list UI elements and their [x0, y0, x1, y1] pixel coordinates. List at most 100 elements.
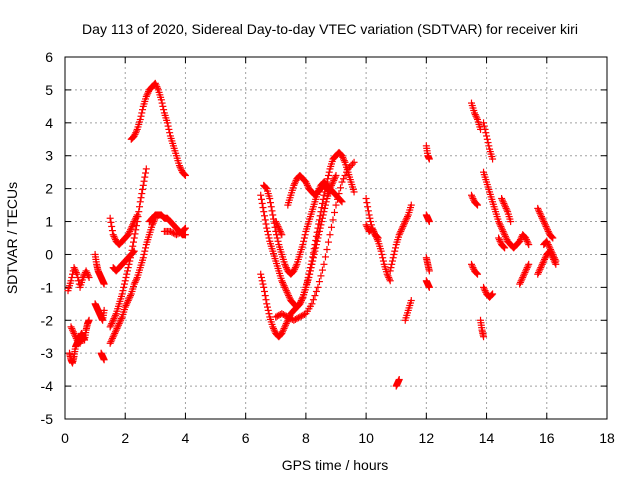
- data-point: [273, 221, 281, 229]
- data-point: [113, 325, 121, 332]
- series-arc-ag: [468, 260, 482, 278]
- data-point: [261, 216, 269, 224]
- data-point: [275, 311, 283, 319]
- series-arc-e: [91, 300, 108, 324]
- data-point: [281, 260, 289, 268]
- data-point: [483, 135, 491, 143]
- data-point: [270, 325, 278, 332]
- data-point: [498, 196, 506, 204]
- data-point: [72, 333, 80, 341]
- data-point: [160, 106, 168, 114]
- series-arc-r: [284, 171, 334, 209]
- series-arc-ac: [468, 99, 485, 133]
- data-point: [328, 180, 336, 188]
- data-point: [279, 326, 287, 334]
- data-point: [541, 221, 549, 229]
- data-point: [309, 257, 317, 265]
- data-point: [338, 152, 346, 160]
- data-point: [425, 155, 433, 163]
- data-point: [115, 320, 123, 328]
- data-point: [275, 224, 283, 232]
- data-point: [498, 224, 506, 232]
- data-point: [324, 171, 332, 179]
- data-point: [126, 226, 134, 234]
- data-point: [257, 195, 265, 203]
- y-tick-label: 3: [45, 148, 53, 164]
- data-point: [117, 315, 125, 323]
- data-point: [68, 325, 76, 332]
- data-point: [483, 132, 491, 140]
- data-point: [139, 254, 147, 262]
- data-point: [272, 313, 280, 321]
- data-point: [534, 204, 542, 212]
- data-point: [321, 201, 329, 209]
- data-point: [499, 227, 507, 235]
- data-point: [314, 283, 322, 291]
- data-point: [495, 236, 503, 244]
- data-point: [129, 242, 137, 250]
- data-point: [312, 244, 320, 252]
- data-point: [338, 198, 346, 206]
- data-point: [516, 237, 524, 245]
- data-point: [309, 254, 317, 262]
- data-point: [534, 270, 542, 278]
- data-point: [362, 195, 370, 203]
- series-arc-d: [91, 250, 108, 288]
- data-point: [544, 226, 552, 234]
- data-point: [269, 323, 277, 331]
- data-point: [487, 292, 495, 300]
- y-tick-label: 4: [45, 115, 53, 131]
- data-point: [84, 270, 92, 278]
- data-point: [278, 329, 286, 337]
- data-point: [110, 315, 118, 323]
- series-arc-a: [64, 264, 93, 295]
- data-point: [402, 216, 410, 224]
- data-point: [337, 196, 345, 204]
- data-point: [70, 264, 78, 272]
- data-point: [540, 218, 548, 226]
- data-point: [144, 89, 152, 97]
- data-point: [71, 331, 79, 339]
- data-point: [131, 130, 139, 138]
- x-tick-label: 6: [242, 430, 250, 446]
- data-point: [110, 232, 118, 240]
- data-point: [71, 265, 79, 273]
- data-point: [130, 234, 138, 242]
- series-arc-x: [392, 376, 403, 390]
- data-point: [388, 260, 396, 268]
- data-point: [281, 283, 289, 291]
- data-point: [330, 176, 338, 184]
- data-point: [130, 248, 138, 256]
- data-point: [267, 199, 275, 207]
- data-point: [472, 199, 480, 207]
- data-point: [318, 266, 326, 274]
- data-point: [124, 264, 132, 272]
- data-point: [181, 224, 189, 232]
- data-point: [122, 273, 130, 281]
- data-point: [469, 264, 477, 272]
- series-arc-c: [67, 323, 87, 347]
- data-point: [130, 132, 138, 140]
- data-point: [154, 84, 162, 92]
- data-point: [69, 326, 77, 334]
- data-point: [395, 231, 403, 239]
- data-point: [498, 226, 506, 234]
- data-point: [542, 222, 550, 230]
- data-point: [135, 208, 143, 216]
- data-point: [379, 257, 387, 265]
- data-point: [85, 273, 93, 281]
- data-point: [268, 207, 276, 215]
- data-point: [501, 244, 509, 252]
- x-tick-label: 12: [419, 430, 435, 446]
- data-point: [290, 267, 298, 275]
- data-point: [519, 272, 527, 280]
- data-point: [69, 328, 77, 336]
- data-point: [108, 227, 116, 235]
- series-arc-i: [106, 211, 141, 249]
- series-arc-aa: [422, 254, 433, 275]
- data-point: [340, 155, 348, 163]
- data-point: [339, 153, 347, 161]
- data-point: [282, 321, 290, 329]
- data-points: [64, 79, 560, 390]
